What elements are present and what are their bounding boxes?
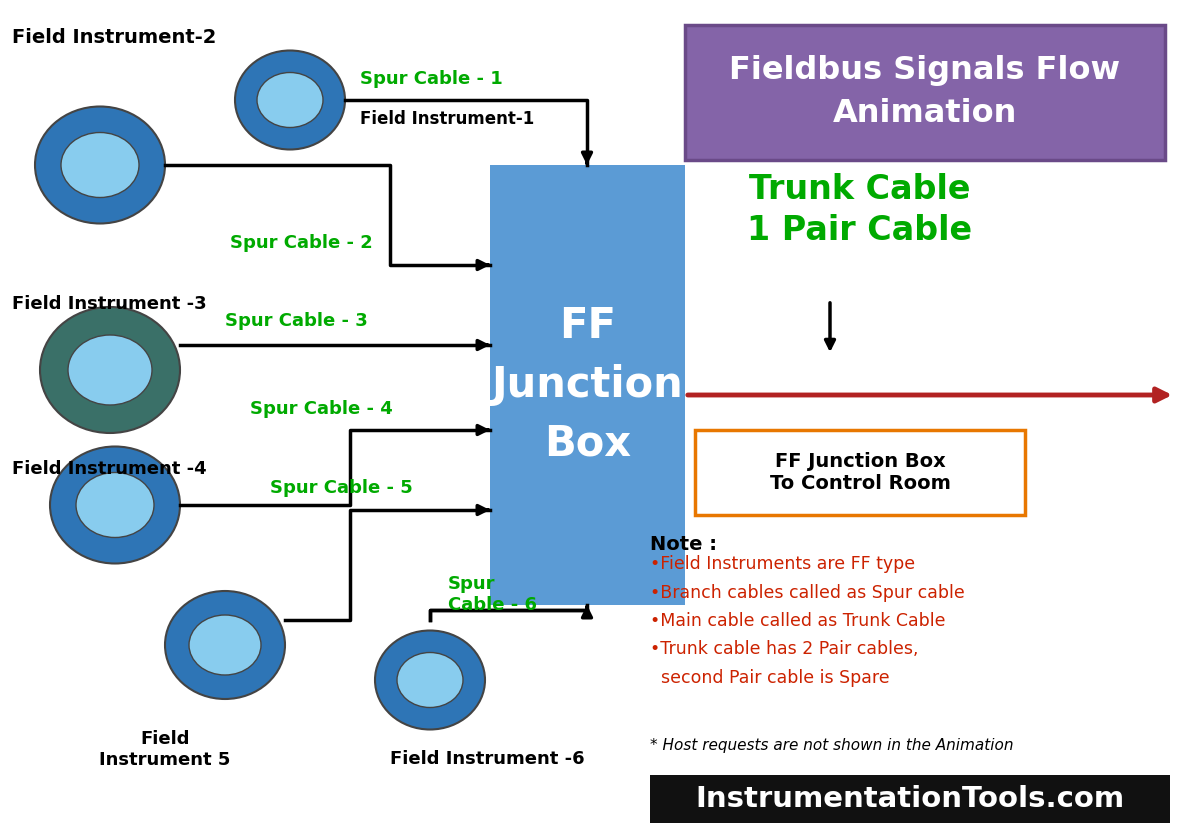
FancyBboxPatch shape: [696, 430, 1025, 515]
FancyBboxPatch shape: [650, 775, 1170, 823]
Ellipse shape: [50, 447, 180, 564]
FancyBboxPatch shape: [685, 25, 1165, 160]
Text: Spur Cable - 5: Spur Cable - 5: [270, 479, 413, 497]
Text: Spur Cable - 1: Spur Cable - 1: [360, 70, 503, 88]
Text: Field Instrument -6: Field Instrument -6: [389, 750, 585, 768]
Text: InstrumentationTools.com: InstrumentationTools.com: [696, 785, 1124, 813]
Text: FF
Junction
Box: FF Junction Box: [492, 305, 684, 465]
Ellipse shape: [257, 72, 323, 128]
Text: * Host requests are not shown in the Animation: * Host requests are not shown in the Ani…: [650, 738, 1014, 753]
Text: Trunk Cable
1 Pair Cable: Trunk Cable 1 Pair Cable: [748, 173, 973, 247]
Ellipse shape: [235, 51, 345, 149]
Ellipse shape: [189, 615, 261, 675]
Ellipse shape: [397, 652, 463, 707]
Text: Spur Cable - 4: Spur Cable - 4: [250, 400, 393, 418]
Ellipse shape: [375, 631, 485, 730]
Text: Spur Cable - 3: Spur Cable - 3: [225, 312, 368, 330]
Text: Spur Cable - 2: Spur Cable - 2: [230, 234, 373, 252]
Text: Fieldbus Signals Flow
Animation: Fieldbus Signals Flow Animation: [729, 56, 1121, 129]
Text: Note :: Note :: [650, 535, 717, 554]
Text: Field Instrument-2: Field Instrument-2: [12, 28, 217, 47]
Ellipse shape: [166, 591, 285, 699]
Ellipse shape: [68, 335, 152, 405]
Text: •Field Instruments are FF type
•Branch cables called as Spur cable
•Main cable c: •Field Instruments are FF type •Branch c…: [650, 555, 965, 687]
Text: FF Junction Box
To Control Room: FF Junction Box To Control Room: [769, 452, 950, 493]
Text: Field Instrument -4: Field Instrument -4: [12, 460, 206, 478]
Text: Field
Instrument 5: Field Instrument 5: [99, 730, 231, 769]
Ellipse shape: [40, 307, 180, 433]
Ellipse shape: [76, 472, 154, 538]
Ellipse shape: [61, 133, 139, 198]
Ellipse shape: [35, 106, 166, 223]
FancyBboxPatch shape: [490, 165, 685, 605]
Text: Field Instrument -3: Field Instrument -3: [12, 295, 206, 313]
Text: Field Instrument-1: Field Instrument-1: [360, 110, 535, 128]
Text: Spur
Cable - 6: Spur Cable - 6: [448, 575, 537, 614]
